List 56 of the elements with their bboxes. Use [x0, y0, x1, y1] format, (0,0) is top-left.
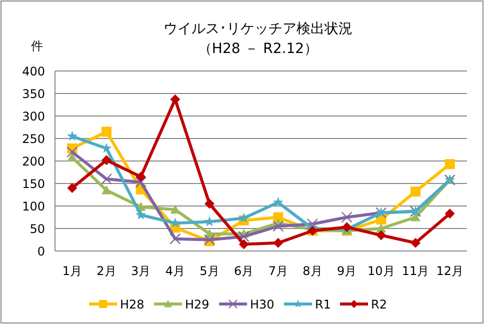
- y-tick-label: 300: [22, 110, 45, 124]
- x-tick-label: 11月: [402, 264, 430, 278]
- point: [410, 238, 420, 248]
- chart-title: ウイルス･リケッチア検出状況: [164, 21, 352, 37]
- point: [170, 94, 180, 104]
- point: [204, 216, 215, 226]
- point: [100, 173, 112, 185]
- y-tick-label: 350: [22, 87, 45, 101]
- legend-label: H28: [120, 298, 144, 312]
- y-tick-label: 200: [22, 154, 45, 168]
- y-tick-label: 50: [30, 222, 45, 236]
- chart-subtitle: （H28 － R2.12）: [198, 41, 318, 57]
- x-tick-label: 10月: [368, 264, 395, 278]
- point: [66, 146, 78, 158]
- x-tick-label: 9月: [337, 264, 357, 278]
- point: [238, 239, 249, 250]
- x-tick-label: 7月: [268, 264, 288, 278]
- point: [102, 185, 112, 194]
- point: [67, 183, 78, 193]
- legend-label: H29: [185, 298, 210, 312]
- point: [67, 152, 78, 162]
- point: [102, 126, 112, 137]
- legend-label: R2: [371, 298, 387, 312]
- point: [136, 210, 146, 220]
- point: [136, 172, 146, 182]
- y-tick-label: 100: [22, 200, 45, 214]
- y-tick-label: 400: [22, 64, 45, 78]
- point: [170, 233, 181, 244]
- point: [135, 176, 146, 188]
- point: [102, 155, 112, 166]
- point: [272, 196, 284, 207]
- point: [410, 212, 420, 222]
- legend-label: R1: [315, 298, 331, 312]
- point: [444, 159, 455, 170]
- x-tick-label: 2月: [96, 264, 116, 278]
- legend-label: H30: [250, 298, 274, 312]
- x-tick-label: 3月: [131, 264, 151, 278]
- y-tick-label: 0: [37, 244, 45, 258]
- x-tick-label: 8月: [302, 264, 322, 278]
- point: [66, 130, 78, 141]
- y-axis-title: 件: [31, 39, 43, 53]
- x-tick-label: 6月: [234, 264, 254, 278]
- x-tick-label: 4月: [165, 264, 185, 278]
- point: [272, 220, 284, 232]
- x-tick-label: 5月: [200, 264, 220, 278]
- point: [410, 186, 420, 197]
- point: [238, 231, 250, 242]
- y-tick-label: 150: [22, 177, 45, 191]
- point: [341, 212, 352, 223]
- point: [204, 198, 214, 209]
- point: [376, 230, 386, 240]
- y-tick-label: 250: [22, 132, 45, 146]
- x-tick-label: 1月: [62, 264, 82, 278]
- point: [444, 208, 455, 219]
- x-tick-label: 12月: [436, 264, 464, 278]
- point: [273, 238, 284, 248]
